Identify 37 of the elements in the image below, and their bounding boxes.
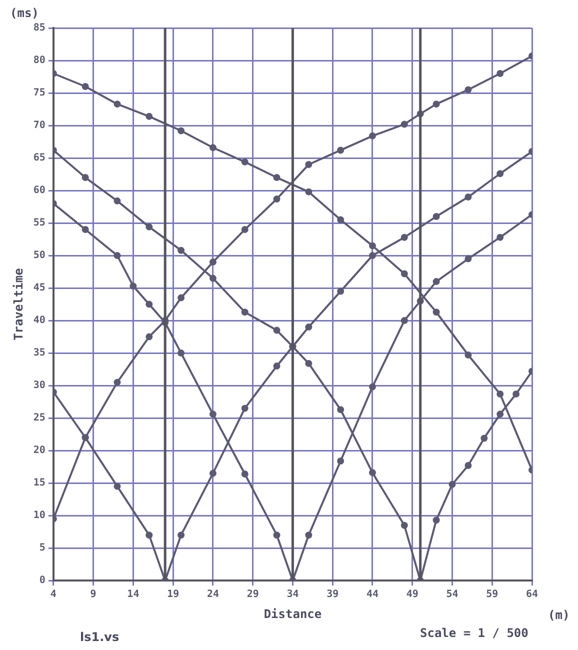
x-tick-label: 34 (286, 589, 299, 600)
x-tick-label: 29 (246, 589, 259, 600)
y-tick-label: 75 (33, 88, 46, 99)
text: Scale = 1 / 500 (420, 626, 528, 640)
x-tick-label: 64 (526, 589, 538, 600)
y-tick-label: 20 (33, 445, 46, 456)
x-tick-label: 44 (366, 589, 379, 600)
x-tick-label: 59 (486, 589, 498, 600)
y-tick-label: 50 (33, 250, 46, 262)
y-tick-label: 70 (33, 120, 46, 132)
y-tick-label: 80 (33, 55, 46, 66)
text: (ms) (10, 6, 39, 20)
y-axis-title: Traveltime (11, 268, 26, 340)
y-tick-label: 60 (33, 185, 46, 196)
y-tick-label: 40 (33, 315, 46, 326)
y-tick-label: 10 (33, 510, 46, 522)
y-tick-label: 35 (33, 348, 46, 359)
y-tick-label: 15 (33, 478, 46, 489)
y-tick-label: 25 (33, 412, 46, 424)
x-tick-label: 24 (206, 589, 219, 600)
y-tick-label: 85 (33, 22, 46, 34)
x-tick-label: 4 (50, 589, 56, 600)
y-tick-label: 5 (39, 542, 46, 554)
x-tick-label: 9 (90, 589, 96, 600)
y-tick-label: 65 (33, 152, 46, 164)
x-tick-label: 54 (446, 589, 458, 600)
text: (m) (548, 608, 570, 622)
y-tick-label: 45 (33, 282, 46, 294)
text: ls1.vs (80, 630, 120, 644)
x-tick-label: 39 (326, 589, 339, 600)
y-tick-label: 0 (39, 575, 46, 586)
x-tick-label: 19 (167, 589, 180, 600)
x-tick-label: 14 (127, 589, 140, 600)
x-axis-title: Distance (264, 606, 322, 621)
y-tick-label: 30 (33, 380, 46, 392)
x-tick-label: 49 (406, 589, 418, 600)
y-tick-label: 55 (33, 218, 46, 229)
